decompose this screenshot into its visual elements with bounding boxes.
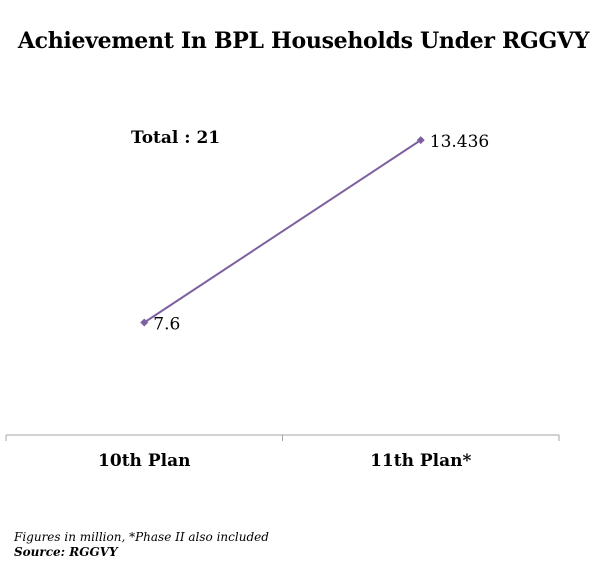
series-line <box>143 139 422 324</box>
chart-title: Achievement In BPL Households Under RGGV… <box>17 28 590 54</box>
series-layer <box>140 136 425 327</box>
data-label: 13.436 <box>430 132 489 152</box>
data-label: 7.6 <box>153 315 180 335</box>
x-tick-label: 10th Plan <box>98 451 190 471</box>
data-point-marker <box>416 136 425 145</box>
total-annotation: Total : 21 <box>131 128 221 148</box>
label-layer: 10th Plan 11th Plan* 7.6 13.436 <box>98 132 489 471</box>
x-tick-label: 11th Plan* <box>370 451 471 471</box>
footnote: Figures in million, *Phase II also inclu… <box>14 530 269 544</box>
x-axis <box>5 434 560 441</box>
source-note: Source: RGGVY <box>14 545 118 559</box>
data-point-marker <box>140 318 149 327</box>
